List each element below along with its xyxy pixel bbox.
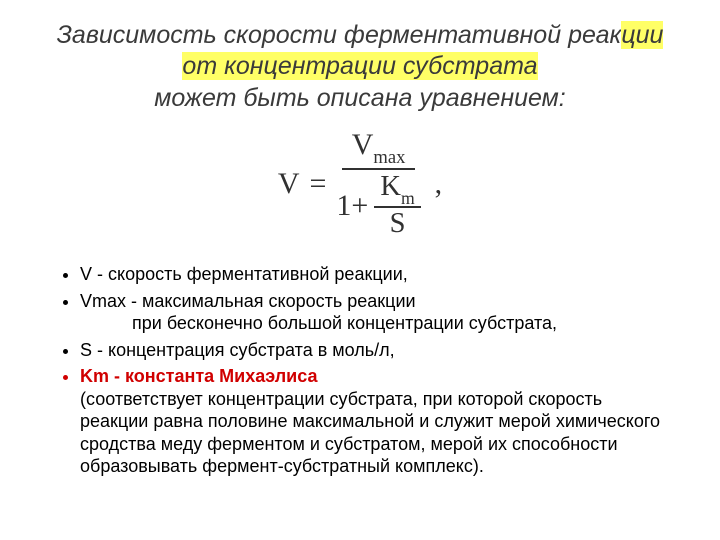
list-item: Vmax - максимальная скорость реакции при… <box>80 290 670 335</box>
equation-block: V = Vmax 1+ Km S , <box>50 128 670 240</box>
def-v: V - скорость ферментативной реакции, <box>80 264 408 284</box>
eq-denominator: 1+ Km S <box>336 170 420 239</box>
eq-subfrac-num: Km <box>374 172 420 208</box>
title-line2: может быть описана уравнением: <box>154 84 565 112</box>
eq-equals: = <box>310 167 327 201</box>
def-km-tail: (соответствует концентрации субстрата, п… <box>80 389 660 477</box>
list-item: S - концентрация субстрата в моль/л, <box>80 339 670 362</box>
definitions-list: V - скорость ферментативной реакции, Vma… <box>50 263 670 478</box>
eq-subfrac-num-sub: m <box>401 188 415 208</box>
def-km-head: Km - константа Михаэлиса <box>80 366 318 386</box>
eq-numerator: Vmax <box>342 128 416 170</box>
eq-sub-fraction: Km S <box>374 172 420 239</box>
slide-title: Зависимость скорости ферментативной реак… <box>50 20 670 114</box>
def-vmax: Vmax - максимальная скорость реакции <box>80 291 416 311</box>
slide: Зависимость скорости ферментативной реак… <box>0 0 720 540</box>
equation: V = Vmax 1+ Km S , <box>278 128 442 240</box>
eq-subfrac-num-base: K <box>380 171 401 202</box>
title-line1-pre: Зависимость скорости ферментативной реак <box>57 21 622 49</box>
eq-subfrac-den: S <box>390 208 406 239</box>
eq-lhs: V <box>278 167 300 201</box>
eq-trailing-comma: , <box>435 167 443 201</box>
def-vmax-cont: при бесконечно большой концентрации субс… <box>132 312 670 335</box>
list-item: V - скорость ферментативной реакции, <box>80 263 670 286</box>
eq-den-oneplus: 1+ <box>336 189 368 222</box>
eq-num-sub: max <box>373 147 405 168</box>
def-s: S - концентрация субстрата в моль/л, <box>80 340 395 360</box>
eq-num-base: V <box>352 128 374 161</box>
list-item: Km - константа Михаэлиса (соответствует … <box>80 365 670 478</box>
eq-main-fraction: Vmax 1+ Km S <box>336 128 420 240</box>
